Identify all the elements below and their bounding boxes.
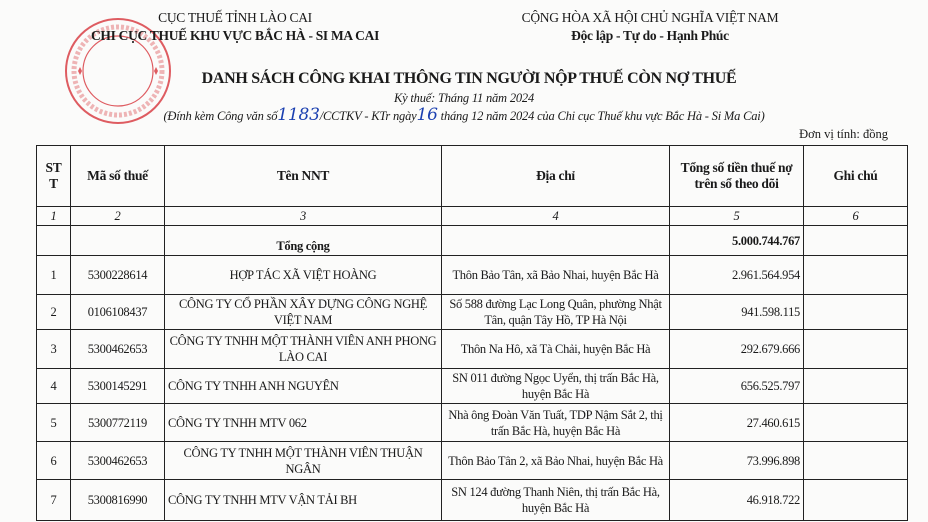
total-value: 5.000.744.767 [669, 225, 804, 256]
motto: Độc lập - Tự do - Hạnh Phúc [571, 28, 729, 43]
row-taxpayer-name: CÔNG TY TNHH MỘT THÀNH VIÊN THUẬN NGÂN [164, 441, 442, 480]
official-stamp [65, 18, 171, 124]
ref-suffix: tháng 12 năm 2024 của Chi cục Thuế khu v… [440, 109, 765, 123]
table-row: 2 0106108437 CÔNG TY CỔ PHẦN XÂY DỰNG CÔNG… [36, 294, 908, 330]
colnum: 4 [441, 206, 670, 226]
colnum: 2 [70, 206, 165, 226]
row-amount: 941.598.115 [669, 294, 804, 330]
row-amount: 46.918.722 [669, 479, 804, 521]
row-stt: 5 [36, 403, 71, 442]
row-tax-code: 5300816990 [70, 479, 165, 521]
debtor-table: ST T Mã số thuế Tên NNT Địa chỉ Tổng số … [36, 145, 908, 521]
table-row: 7 5300816990 CÔNG TY TNHH MTV VẬN TẢI BH SN… [36, 479, 908, 521]
tax-period: Kỳ thuế: Tháng 11 năm 2024 [393, 91, 535, 105]
header-row: ST T Mã số thuế Tên NNT Địa chỉ Tổng số … [36, 145, 908, 207]
row-address: Số 588 đường Lạc Long Quân, phường Nhật … [441, 294, 670, 330]
row-tax-code: 0106108437 [70, 294, 165, 330]
row-note [803, 479, 908, 521]
total-label: Tổng cộng [164, 225, 442, 256]
colnum: 3 [164, 206, 442, 226]
col-note: Ghi chú [803, 145, 908, 207]
col-mst: Mã số thuế [70, 145, 165, 207]
colnum: 6 [803, 206, 908, 226]
row-note [803, 329, 908, 369]
row-address: SN 011 đường Ngọc Uyển, thị trấn Bắc Hà,… [441, 368, 670, 404]
row-taxpayer-name: CÔNG TY TNHH ANH NGUYÊN [164, 368, 442, 404]
row-amount: 2.961.564.954 [669, 255, 804, 295]
column-number-row: 1 2 3 4 5 6 [36, 206, 908, 226]
colnum: 1 [36, 206, 71, 226]
row-tax-code: 5300145291 [70, 368, 165, 404]
row-taxpayer-name: CÔNG TY CỔ PHẦN XÂY DỰNG CÔNG NGHỆ VIỆT … [164, 294, 442, 330]
row-tax-code: 5300772119 [70, 403, 165, 442]
table-row: 3 5300462653 CÔNG TY TNHH MỘT THÀNH VIÊN A… [36, 329, 908, 369]
row-note [803, 441, 908, 480]
table-row: 4 5300145291 CÔNG TY TNHH ANH NGUYÊN SN 011… [36, 368, 908, 404]
agency-parent: CỤC THUẾ TỈNH LÀO CAI [158, 10, 312, 25]
ref-day: 16 [416, 105, 438, 125]
ref-prefix: (Đính kèm Công văn số [163, 109, 278, 123]
table-row: 1 5300228614 HỢP TÁC XÃ VIỆT HOÀNG Thôn Bảo… [36, 255, 908, 295]
ref-number: 1183 [277, 105, 320, 125]
table-row: 5 5300772119 CÔNG TY TNHH MTV 062 Nhà ông Đ… [36, 403, 908, 442]
row-address: Thôn Na Hô, xã Tà Chải, huyện Bắc Hà [441, 329, 670, 369]
unit-label: Đơn vị tính: đồng [799, 127, 888, 141]
row-stt: 4 [36, 368, 71, 404]
row-tax-code: 5300462653 [70, 329, 165, 369]
agency-name: CHI CỤC THUẾ KHU VỰC BẮC HÀ - SI MA CAI [90, 28, 380, 43]
row-address: Nhà ông Đoàn Văn Tuất, TDP Nậm Sắt 2, th… [441, 403, 670, 442]
row-taxpayer-name: CÔNG TY TNHH MỘT THÀNH VIÊN ANH PHONG LÀ… [164, 329, 442, 369]
row-amount: 292.679.666 [669, 329, 804, 369]
row-taxpayer-name: CÔNG TY TNHH MTV VẬN TẢI BH [164, 479, 442, 521]
row-tax-code: 5300462653 [70, 441, 165, 480]
row-stt: 6 [36, 441, 71, 480]
row-note [803, 255, 908, 295]
table-row: 6 5300462653 CÔNG TY TNHH MỘT THÀNH VIÊN T… [36, 441, 908, 480]
colnum: 5 [669, 206, 804, 226]
reference-line: (Đính kèm Công văn số1183/CCTKV - KTr ng… [0, 105, 928, 125]
document-title: DANH SÁCH CÔNG KHAI THÔNG TIN NGƯỜI NỘP … [201, 70, 737, 87]
country-name: CỘNG HÒA XÃ HỘI CHỦ NGHĨA VIỆT NAM [521, 10, 779, 25]
row-address: Thôn Bảo Tân, xã Bảo Nhai, huyện Bắc Hà [441, 255, 670, 295]
row-address: Thôn Bảo Tân 2, xã Bảo Nhai, huyện Bắc H… [441, 441, 670, 480]
row-stt: 2 [36, 294, 71, 330]
row-stt: 1 [36, 255, 71, 295]
col-stt: ST T [36, 145, 71, 207]
row-taxpayer-name: HỢP TÁC XÃ VIỆT HOÀNG [164, 255, 442, 295]
row-address: SN 124 đường Thanh Niên, thị trấn Bắc Hà… [441, 479, 670, 521]
row-note [803, 403, 908, 442]
row-amount: 656.525.797 [669, 368, 804, 404]
total-row: Tổng cộng 5.000.744.767 [36, 225, 908, 256]
row-amount: 27.460.615 [669, 403, 804, 442]
row-taxpayer-name: CÔNG TY TNHH MTV 062 [164, 403, 442, 442]
national-header: CỘNG HÒA XÃ HỘI CHỦ NGHĨA VIỆT NAM Độc l… [470, 9, 830, 45]
row-stt: 7 [36, 479, 71, 521]
ref-mid: /CCTKV - KTr ngày [319, 109, 417, 123]
row-tax-code: 5300228614 [70, 255, 165, 295]
row-note [803, 294, 908, 330]
row-stt: 3 [36, 329, 71, 369]
col-address: Địa chỉ [441, 145, 670, 207]
row-amount: 73.996.898 [669, 441, 804, 480]
col-amount: Tổng số tiền thuế nợ trên sổ theo dõi [669, 145, 804, 207]
col-name: Tên NNT [164, 145, 442, 207]
row-note [803, 368, 908, 404]
agency-header: CỤC THUẾ TỈNH LÀO CAI CHI CỤC THUẾ KHU V… [70, 9, 400, 45]
